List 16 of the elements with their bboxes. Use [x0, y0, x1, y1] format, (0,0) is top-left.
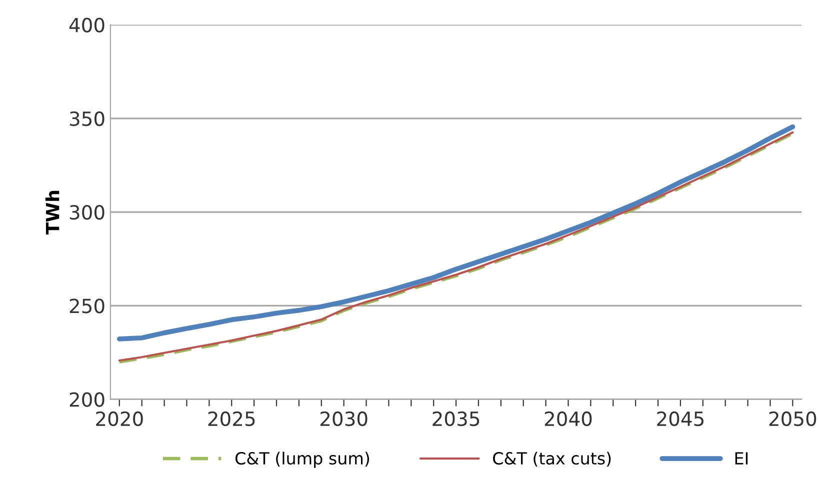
y-tick-label: 400: [69, 18, 104, 32]
x-tick-label: 2035: [432, 411, 480, 426]
legend-label: EI: [735, 452, 748, 464]
x-tick-label: 2025: [208, 411, 255, 426]
y-axis-title: TWh: [45, 190, 60, 234]
x-tick-label: 2050: [769, 411, 816, 426]
y-tick-label: 200: [70, 392, 104, 407]
x-tick-label: 2040: [544, 411, 592, 426]
x-tick-label: 2020: [96, 411, 143, 426]
legend-label: C&T (lump sum): [235, 452, 370, 468]
x-tick-label: 2045: [657, 411, 704, 426]
y-tick-label: 250: [70, 298, 104, 314]
legend-label: C&T (tax cuts): [493, 452, 611, 467]
x-tick-label: 2030: [320, 411, 368, 426]
y-tick-label: 300: [70, 204, 104, 220]
y-tick-label: 350: [70, 111, 104, 126]
